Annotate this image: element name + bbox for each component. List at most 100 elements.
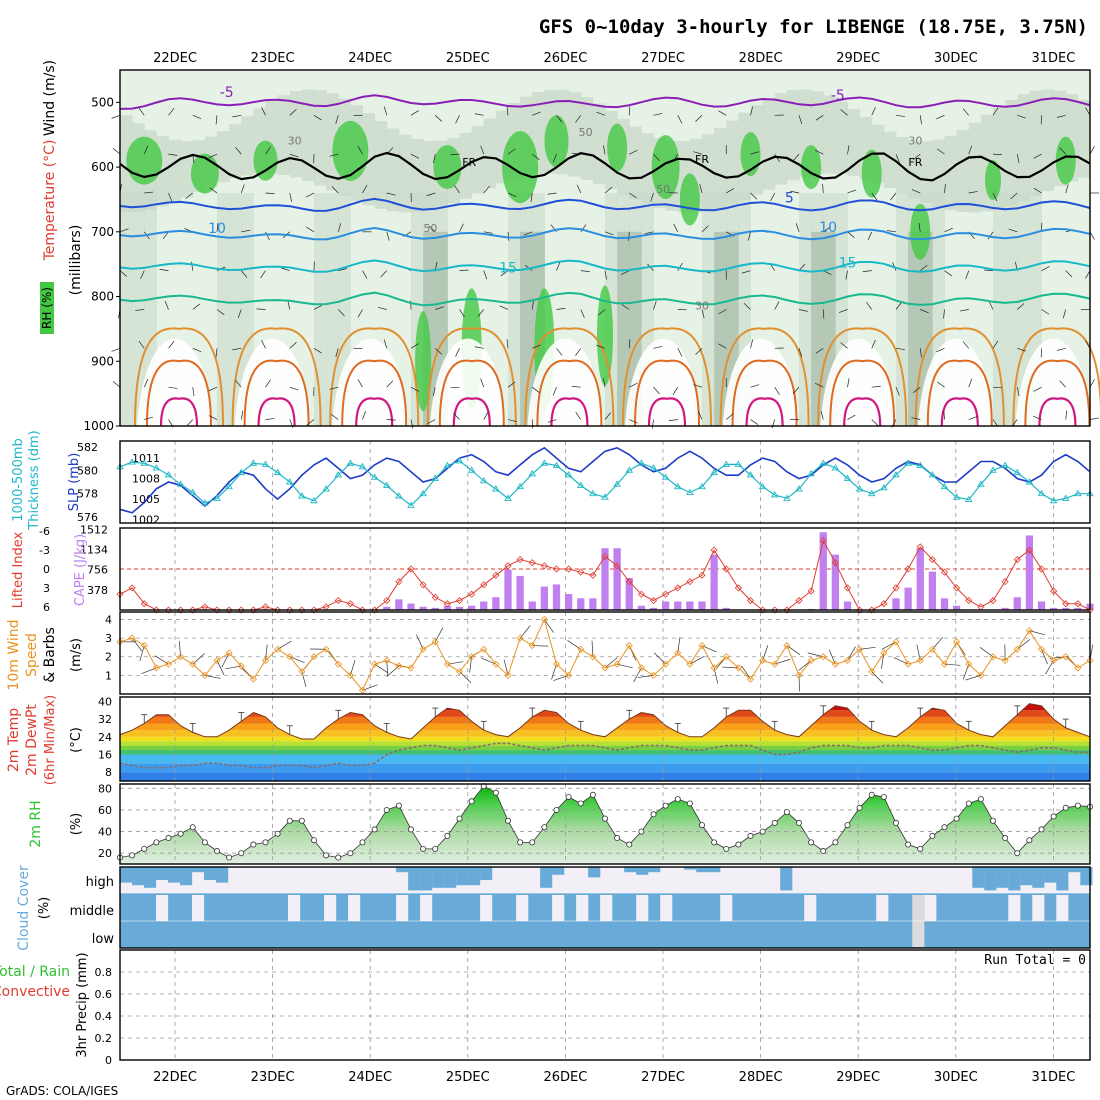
cape-bar bbox=[819, 532, 827, 610]
high-cloud-cell bbox=[1044, 867, 1057, 883]
thickness-tick-label: 578 bbox=[77, 488, 98, 501]
wind-barb bbox=[1033, 187, 1042, 194]
upper-air-panel: -5 -5 FR FR FR 5 10 10 15 15 30 30 50 50 50 30 500 600 700… bbox=[83, 69, 1100, 433]
thickness-point bbox=[382, 481, 391, 488]
li-point bbox=[516, 555, 524, 564]
li-point bbox=[831, 559, 839, 567]
bottom-day-label: 27DEC bbox=[641, 1070, 685, 1085]
wind-barb-10m bbox=[459, 671, 472, 684]
wind-barb bbox=[532, 111, 541, 116]
rh-point bbox=[589, 791, 596, 798]
wind-speed-point bbox=[395, 662, 403, 670]
wind-barb-10m bbox=[847, 646, 856, 661]
thickness-point bbox=[188, 488, 197, 495]
wind-barb-10m bbox=[519, 625, 531, 639]
wind-barb bbox=[410, 153, 420, 159]
wind-barb bbox=[357, 379, 363, 388]
wind-barb bbox=[386, 231, 390, 241]
rh-point bbox=[783, 809, 790, 816]
li-tick-label: 0 bbox=[43, 563, 50, 576]
wind-barb bbox=[871, 106, 876, 116]
pressure-tick-label: 1000 bbox=[83, 419, 114, 433]
li-point bbox=[346, 600, 354, 608]
wind-barb bbox=[1085, 107, 1091, 116]
wind-barb bbox=[192, 303, 201, 310]
wind-barb bbox=[718, 110, 727, 116]
cape-bar bbox=[613, 548, 621, 610]
wind-barb bbox=[1065, 184, 1069, 194]
li-point bbox=[1037, 565, 1046, 573]
rh-point bbox=[965, 800, 972, 807]
contour-label: FR bbox=[908, 156, 922, 169]
rh-green-blob bbox=[597, 285, 613, 386]
wind-barb bbox=[232, 114, 242, 118]
cape-bar bbox=[831, 554, 840, 610]
wind-barb bbox=[575, 348, 582, 356]
wind-barb bbox=[337, 223, 342, 232]
li-point bbox=[177, 606, 185, 614]
surface-mixing-area bbox=[527, 338, 604, 426]
high-cloud-cell bbox=[684, 867, 697, 870]
wind-speed-point bbox=[601, 664, 609, 672]
rh-dark-column bbox=[908, 231, 921, 426]
thickness-point bbox=[1061, 494, 1070, 501]
cape-bar bbox=[904, 587, 912, 610]
wind-barb bbox=[774, 386, 780, 395]
middle-cloud-gap bbox=[1032, 895, 1045, 921]
cape-bar bbox=[516, 575, 524, 610]
wind-barb-10m bbox=[221, 652, 230, 668]
wind-barb bbox=[871, 192, 878, 201]
panel-frame bbox=[119, 611, 1091, 695]
wind-barb bbox=[483, 231, 493, 234]
wind-barb bbox=[895, 154, 900, 163]
high-cloud-cell bbox=[780, 867, 793, 891]
wind-speed-point bbox=[965, 660, 973, 668]
wind-speed-point bbox=[189, 660, 197, 668]
thickness-point bbox=[285, 478, 294, 485]
thickness-point bbox=[419, 489, 427, 497]
rh-mid-column bbox=[229, 192, 242, 426]
wind-barb bbox=[677, 262, 683, 271]
rh-mid-column bbox=[993, 192, 1006, 426]
wind-speed-point bbox=[1013, 645, 1021, 653]
isotherm-30 bbox=[829, 359, 896, 427]
wind-speed-point bbox=[698, 641, 706, 650]
wind-tick-label: 3 bbox=[105, 632, 112, 645]
wind-speed-point bbox=[1025, 627, 1033, 635]
wind-speed-point bbox=[916, 656, 924, 665]
thickness-point bbox=[140, 459, 149, 466]
thickness-tick-label: 582 bbox=[77, 441, 98, 454]
wind-barb bbox=[168, 108, 175, 116]
wind-speed-point bbox=[649, 671, 658, 679]
bottom-day-label: 29DEC bbox=[836, 1070, 880, 1085]
wind-barb bbox=[1033, 153, 1042, 159]
rh-dark-column bbox=[714, 231, 727, 426]
middle-cloud-gap bbox=[552, 895, 565, 921]
contour-label: 50 bbox=[656, 183, 670, 196]
millibars-axis-label: (millibars) bbox=[68, 225, 84, 296]
wind-barb bbox=[628, 231, 630, 241]
wind-speed-point bbox=[1074, 664, 1082, 672]
rh-tick-label: 40 bbox=[98, 826, 112, 839]
wind-barb bbox=[815, 348, 824, 354]
wind-speed-point bbox=[249, 675, 257, 683]
wind-barb bbox=[1017, 347, 1026, 352]
cape-tick-label: 1134 bbox=[80, 544, 108, 557]
rh-point bbox=[298, 817, 305, 824]
temp-tick-label: 32 bbox=[98, 713, 112, 726]
thickness-point bbox=[540, 459, 549, 466]
wind-barb bbox=[1089, 231, 1095, 240]
rh-mid-column bbox=[1005, 192, 1018, 426]
wind-speed-point bbox=[989, 653, 997, 661]
high-cloud-cell bbox=[420, 867, 433, 891]
wind-barb bbox=[232, 347, 242, 351]
wind-barb bbox=[944, 270, 952, 277]
contour-label: 30 bbox=[908, 134, 922, 147]
high-cloud-cell bbox=[408, 867, 421, 891]
thickness-point bbox=[867, 489, 876, 497]
high-cloud-cell bbox=[624, 867, 637, 873]
wind-barb bbox=[792, 153, 800, 162]
rh-point bbox=[141, 845, 148, 852]
temperature-axis-label: Temperature (°C) bbox=[42, 140, 58, 262]
wind-barb bbox=[216, 309, 225, 316]
